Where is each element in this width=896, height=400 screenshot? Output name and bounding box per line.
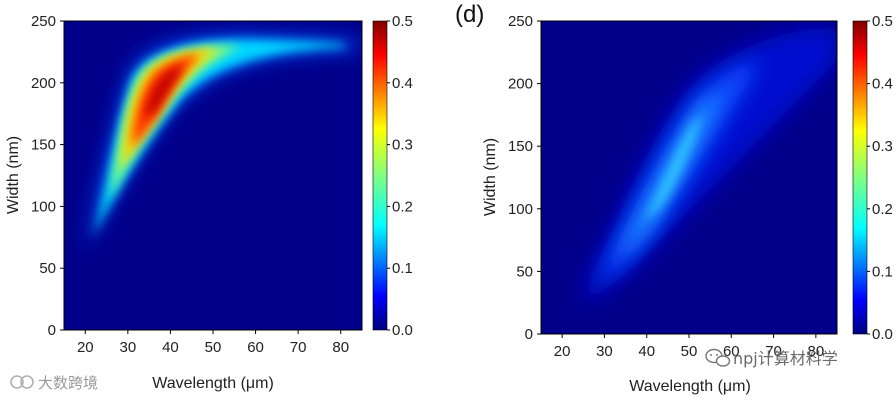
y-tick-label-left: 250 <box>31 13 56 30</box>
y-tick-label-right: 100 <box>508 201 533 218</box>
y-tick-label-right: 250 <box>508 13 533 30</box>
colorbar-tick-label-left: 0.4 <box>392 75 413 92</box>
x-tick-label-right: 70 <box>765 343 782 360</box>
y-tick-label-left: 50 <box>39 260 56 277</box>
panel-right: (d) 20 30 40 50 60 70 80 0 50 100 150 200 250 Wavele… <box>455 1 893 395</box>
colorbar-tick-label-left: 0.5 <box>392 13 413 30</box>
x-tick-label-right: 30 <box>596 343 613 360</box>
y-tick-label-left: 200 <box>31 75 56 92</box>
colorbar-tick-label-right: 0.2 <box>872 201 893 218</box>
x-tick-label-left: 50 <box>205 339 222 356</box>
watermark-left-logo-icon <box>10 375 34 389</box>
x-axis-label-left: Wavelength (μm) <box>152 375 274 392</box>
colorbar-tick-label-right: 0.1 <box>872 263 893 280</box>
watermark-right: npj计算材料学 <box>705 348 838 368</box>
axes-left: 20 30 40 50 60 70 80 0 50 100 150 200 250 <box>31 13 349 356</box>
y-tick-label-left: 100 <box>31 198 56 215</box>
x-tick-label-right: 60 <box>723 343 740 360</box>
watermark-right-text: npj计算材料学 <box>733 349 838 368</box>
colorbar-left <box>372 20 388 331</box>
colorbar-left-ticks: 0.0 0.1 0.2 0.3 0.4 0.5 <box>387 13 413 339</box>
x-tick-label-left: 70 <box>290 339 307 356</box>
x-tick-label-left: 60 <box>247 339 264 356</box>
x-tick-label-left: 20 <box>77 339 94 356</box>
heatmap-right-hotspot <box>580 28 837 300</box>
colorbar-tick-label-right: 0.3 <box>872 138 893 155</box>
colorbar-tick-label-left: 0.0 <box>392 322 413 339</box>
x-tick-label-left: 80 <box>332 339 349 356</box>
x-tick-label-right: 40 <box>638 343 655 360</box>
panel-right-label: (d) <box>455 1 484 28</box>
watermark-left: 大数跨境 <box>10 374 98 392</box>
colorbar-right <box>852 20 868 335</box>
colorbar-right-ticks: 0.0 0.1 0.2 0.3 0.4 0.5 <box>867 13 893 343</box>
y-tick-label-right: 150 <box>508 138 533 155</box>
x-tick-label-right: 80 <box>808 343 825 360</box>
colorbar-tick-label-left: 0.2 <box>392 198 413 215</box>
y-tick-label-left: 150 <box>31 137 56 154</box>
colorbar-tick-label-right: 0.0 <box>872 326 893 343</box>
heatmap-left-hotspot <box>84 35 360 250</box>
colorbar-tick-label-right: 0.5 <box>872 13 893 30</box>
x-tick-label-left: 30 <box>120 339 137 356</box>
y-tick-label-right: 200 <box>508 76 533 93</box>
y-axis-label-left: Width (nm) <box>5 136 22 214</box>
panel-left: 20 30 40 50 60 70 80 0 50 100 150 200 250 Wavelength… <box>5 13 413 392</box>
y-tick-label-right: 50 <box>516 263 533 280</box>
x-tick-label-right: 20 <box>554 343 571 360</box>
x-tick-label-left: 40 <box>162 339 179 356</box>
x-tick-label-right: 50 <box>681 343 698 360</box>
watermark-left-text: 大数跨境 <box>38 374 98 392</box>
x-axis-label-right: Wavelength (μm) <box>629 378 751 395</box>
axes-right: 20 30 40 50 60 70 80 0 50 100 150 200 250 <box>508 13 824 360</box>
colorbar-tick-label-left: 0.3 <box>392 137 413 154</box>
colorbar-tick-label-right: 0.4 <box>872 76 893 93</box>
wechat-icon <box>705 348 731 367</box>
colorbar-tick-label-left: 0.1 <box>392 260 413 277</box>
y-tick-label-left: 0 <box>48 322 56 339</box>
y-tick-label-right: 0 <box>525 326 533 343</box>
y-axis-label-right: Width (nm) <box>482 138 499 216</box>
